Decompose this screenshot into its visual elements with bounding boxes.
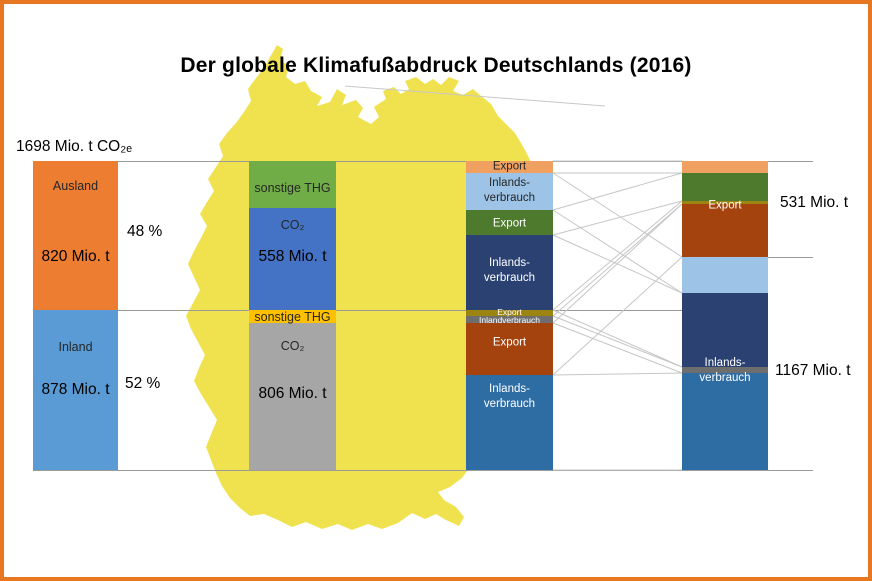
bar-origin (33, 161, 118, 470)
segment-total-export-thg-ausland (682, 161, 768, 173)
export-co2-ausland-label: Export (492, 217, 527, 230)
segment-co2-ausland (249, 208, 336, 310)
export-total-value: 531 Mio. t (780, 194, 849, 211)
segment-ausland (33, 161, 118, 310)
co2-ausland-label: CO₂ (280, 217, 305, 232)
export-thg-ausland-label: Export (492, 160, 527, 173)
inlandsverbrauch-total-value: 1167 Mio. t (775, 362, 851, 379)
segment-inlandsverbrauch-co2-inland (466, 375, 553, 470)
segment-sonstige-thg-inland (249, 310, 336, 323)
flow-connector-lines (552, 160, 683, 471)
segment-export-co2-ausland (466, 210, 553, 235)
segment-export-thg-inland (466, 310, 553, 316)
iv-co2-ausland-label: Inlands- verbrauch (483, 257, 536, 284)
segment-inlandverbrauch-thg-inland (466, 316, 553, 323)
iv-co2-inland-label: Inlands- verbrauch (483, 383, 536, 410)
inlandsverbrauch-total-label: Inlands- verbrauch (699, 357, 751, 384)
co2-ausland-value-label: 558 Mio. t (258, 247, 327, 265)
bar-use-split (466, 161, 553, 470)
iv-thg-ausland-label: Inlands- verbrauch (483, 177, 536, 204)
bar-totals (682, 161, 768, 470)
segment-co2-inland (249, 323, 336, 470)
export-co2-inland-label: Export (492, 336, 527, 349)
ausland-name-label: Ausland (52, 178, 99, 193)
chart-title: Der globale Klimafußabdruck Deutschlands… (180, 54, 692, 77)
ausland-share-label: 48 % (127, 223, 163, 240)
segment-total-iv-co2-ausland (682, 293, 768, 367)
inland-value-label: 878 Mio. t (41, 380, 110, 398)
segment-total-iv-co2-inland (682, 373, 768, 470)
segment-total-export-co2-inland (682, 204, 768, 257)
decorative-diagonal-line (344, 85, 606, 107)
export-total-label: Export (708, 199, 742, 212)
total-emissions-label: 1698 Mio. t CO₂ₑ (16, 138, 133, 155)
segment-sonstige-thg-ausland (249, 161, 336, 208)
segment-total-iv-thg-inland (682, 367, 768, 373)
segment-total-export-thg-inland (682, 201, 768, 204)
co2-inland-value-label: 806 Mio. t (258, 384, 327, 402)
bar-greenhouse-gas (249, 161, 336, 470)
inland-share-label: 52 % (125, 375, 161, 392)
co2-inland-label: CO₂ (280, 338, 305, 353)
export-thg-inland-label: Export (497, 306, 522, 317)
segment-export-thg-ausland (466, 161, 553, 173)
inland-name-label: Inland (58, 339, 93, 354)
ausland-value-label: 820 Mio. t (41, 247, 110, 265)
segment-export-co2-inland (466, 323, 553, 375)
segment-inland (33, 310, 118, 470)
segment-total-export-co2-ausland (682, 173, 768, 201)
segment-inlandsverbrauch-thg-ausland (466, 173, 553, 210)
segment-total-iv-thg-ausland (682, 257, 768, 293)
thg-inland-label: sonstige THG (254, 309, 331, 324)
iv-thg-inland-label: Inlandverbrauch (479, 314, 540, 325)
segment-inlandsverbrauch-co2-ausland (466, 235, 553, 310)
thg-ausland-label: sonstige THG (254, 180, 331, 195)
